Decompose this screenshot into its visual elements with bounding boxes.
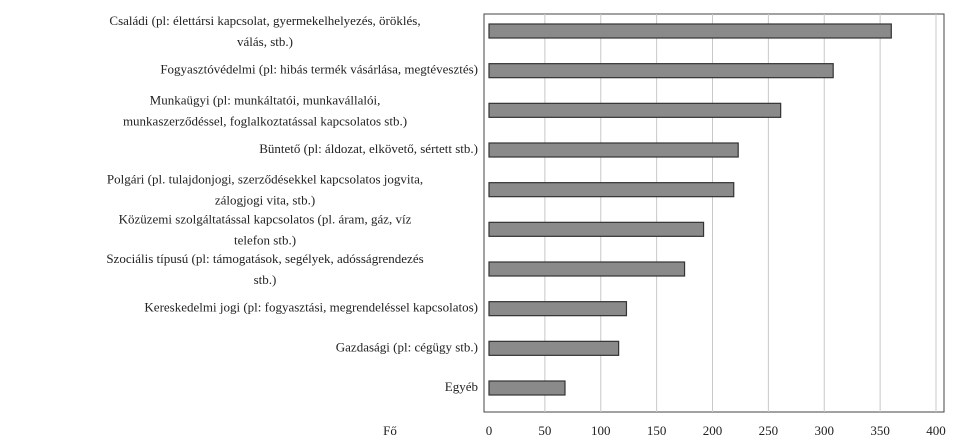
- bar: [488, 102, 782, 118]
- x-tick-label: 100: [591, 423, 611, 438]
- y-tick-label: zálogjogi vita, stb.): [215, 193, 315, 208]
- y-tick-label: Szociális típusú (pl: támogatások, segél…: [106, 251, 423, 266]
- y-tick-label: stb.): [254, 272, 277, 287]
- x-tick-label: 250: [759, 423, 779, 438]
- x-tick-label: 150: [647, 423, 667, 438]
- bar: [488, 221, 705, 237]
- y-tick-label: Egyéb: [445, 379, 478, 394]
- x-tick-label: 50: [538, 423, 551, 438]
- bar: [488, 63, 834, 79]
- bar: [488, 340, 620, 356]
- y-tick-label: Polgári (pl. tulajdonjogi, szerződésekke…: [107, 172, 423, 187]
- bar: [488, 301, 628, 317]
- y-tick-label: munkaszerződéssel, foglalkoztatással kap…: [123, 113, 407, 128]
- x-axis-label: Fő: [383, 423, 397, 438]
- y-tick-label: Közüzemi szolgáltatással kapcsolatos (pl…: [119, 211, 412, 226]
- bar: [488, 23, 892, 39]
- y-tick-label: Családi (pl: élettársi kapcsolat, gyerme…: [109, 13, 420, 28]
- x-tick-label: 400: [926, 423, 946, 438]
- y-tick-label: telefon stb.): [234, 232, 296, 247]
- x-tick-label: 300: [815, 423, 835, 438]
- x-tick-label: 0: [486, 423, 493, 438]
- y-tick-label: Büntető (pl: áldozat, elkövető, sértett …: [259, 141, 478, 156]
- y-tick-label: válás, stb.): [237, 34, 293, 49]
- x-tick-label: 200: [703, 423, 723, 438]
- bar: [488, 182, 735, 198]
- y-tick-label: Fogyasztóvédelmi (pl: hibás termék vásár…: [160, 62, 478, 77]
- plot-frame: [483, 13, 945, 413]
- x-tick-label: 350: [870, 423, 890, 438]
- y-tick-label: Kereskedelmi jogi (pl: fogyasztási, megr…: [144, 300, 478, 315]
- bar: [488, 261, 686, 277]
- bar: [488, 142, 739, 158]
- y-tick-label: Gazdasági (pl: cégügy stb.): [336, 339, 478, 354]
- y-tick-label: Munkaügyi (pl: munkáltatói, munkavállaló…: [150, 92, 381, 107]
- bar: [488, 380, 566, 396]
